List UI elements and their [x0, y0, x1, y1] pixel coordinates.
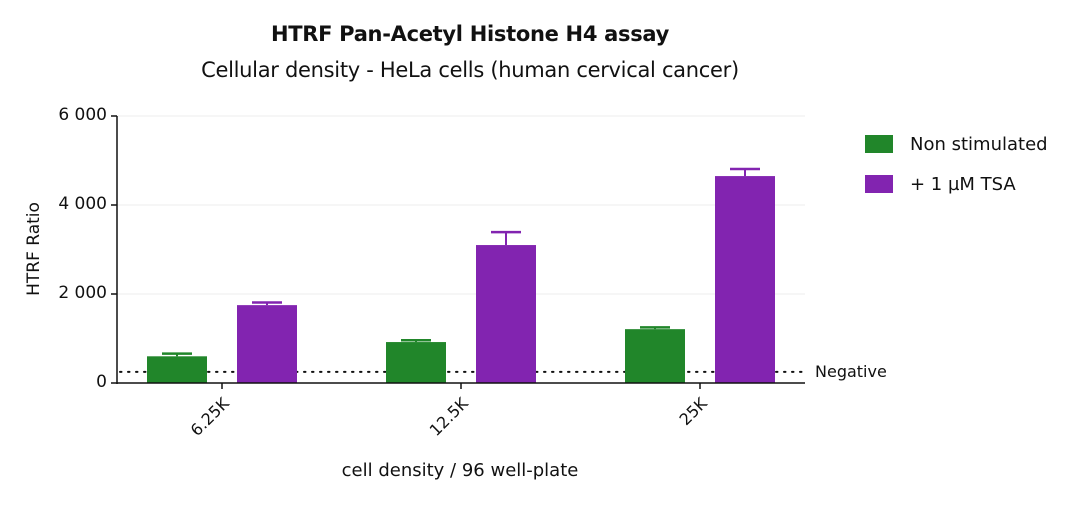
negative-line-label: Negative [815, 362, 887, 381]
legend-item-tsa: + 1 µM TSA [865, 164, 1048, 204]
bar [147, 356, 207, 383]
bar [237, 305, 297, 383]
y-tick-label: 0 [96, 372, 107, 392]
y-tick-label: 6 000 [58, 105, 107, 125]
legend-swatch-purple [865, 175, 893, 193]
legend-label: + 1 µM TSA [910, 173, 1016, 195]
legend: Non stimulated + 1 µM TSA [865, 124, 1048, 204]
bar [386, 342, 446, 383]
y-tick-label: 2 000 [58, 283, 107, 303]
y-tick-label: 4 000 [58, 194, 107, 214]
bar [625, 329, 685, 383]
x-axis-label: cell density / 96 well-plate [341, 460, 579, 481]
legend-item-non-stimulated: Non stimulated [865, 124, 1048, 164]
y-axis-label: HTRF Ratio [24, 202, 44, 296]
bar [476, 245, 536, 383]
legend-swatch-green [865, 135, 893, 153]
legend-label: Non stimulated [910, 133, 1048, 155]
chart-title: HTRF Pan-Acetyl Histone H4 assay [270, 22, 670, 46]
bar [715, 176, 775, 383]
chart-subtitle: Cellular density - HeLa cells (human cer… [201, 58, 739, 82]
